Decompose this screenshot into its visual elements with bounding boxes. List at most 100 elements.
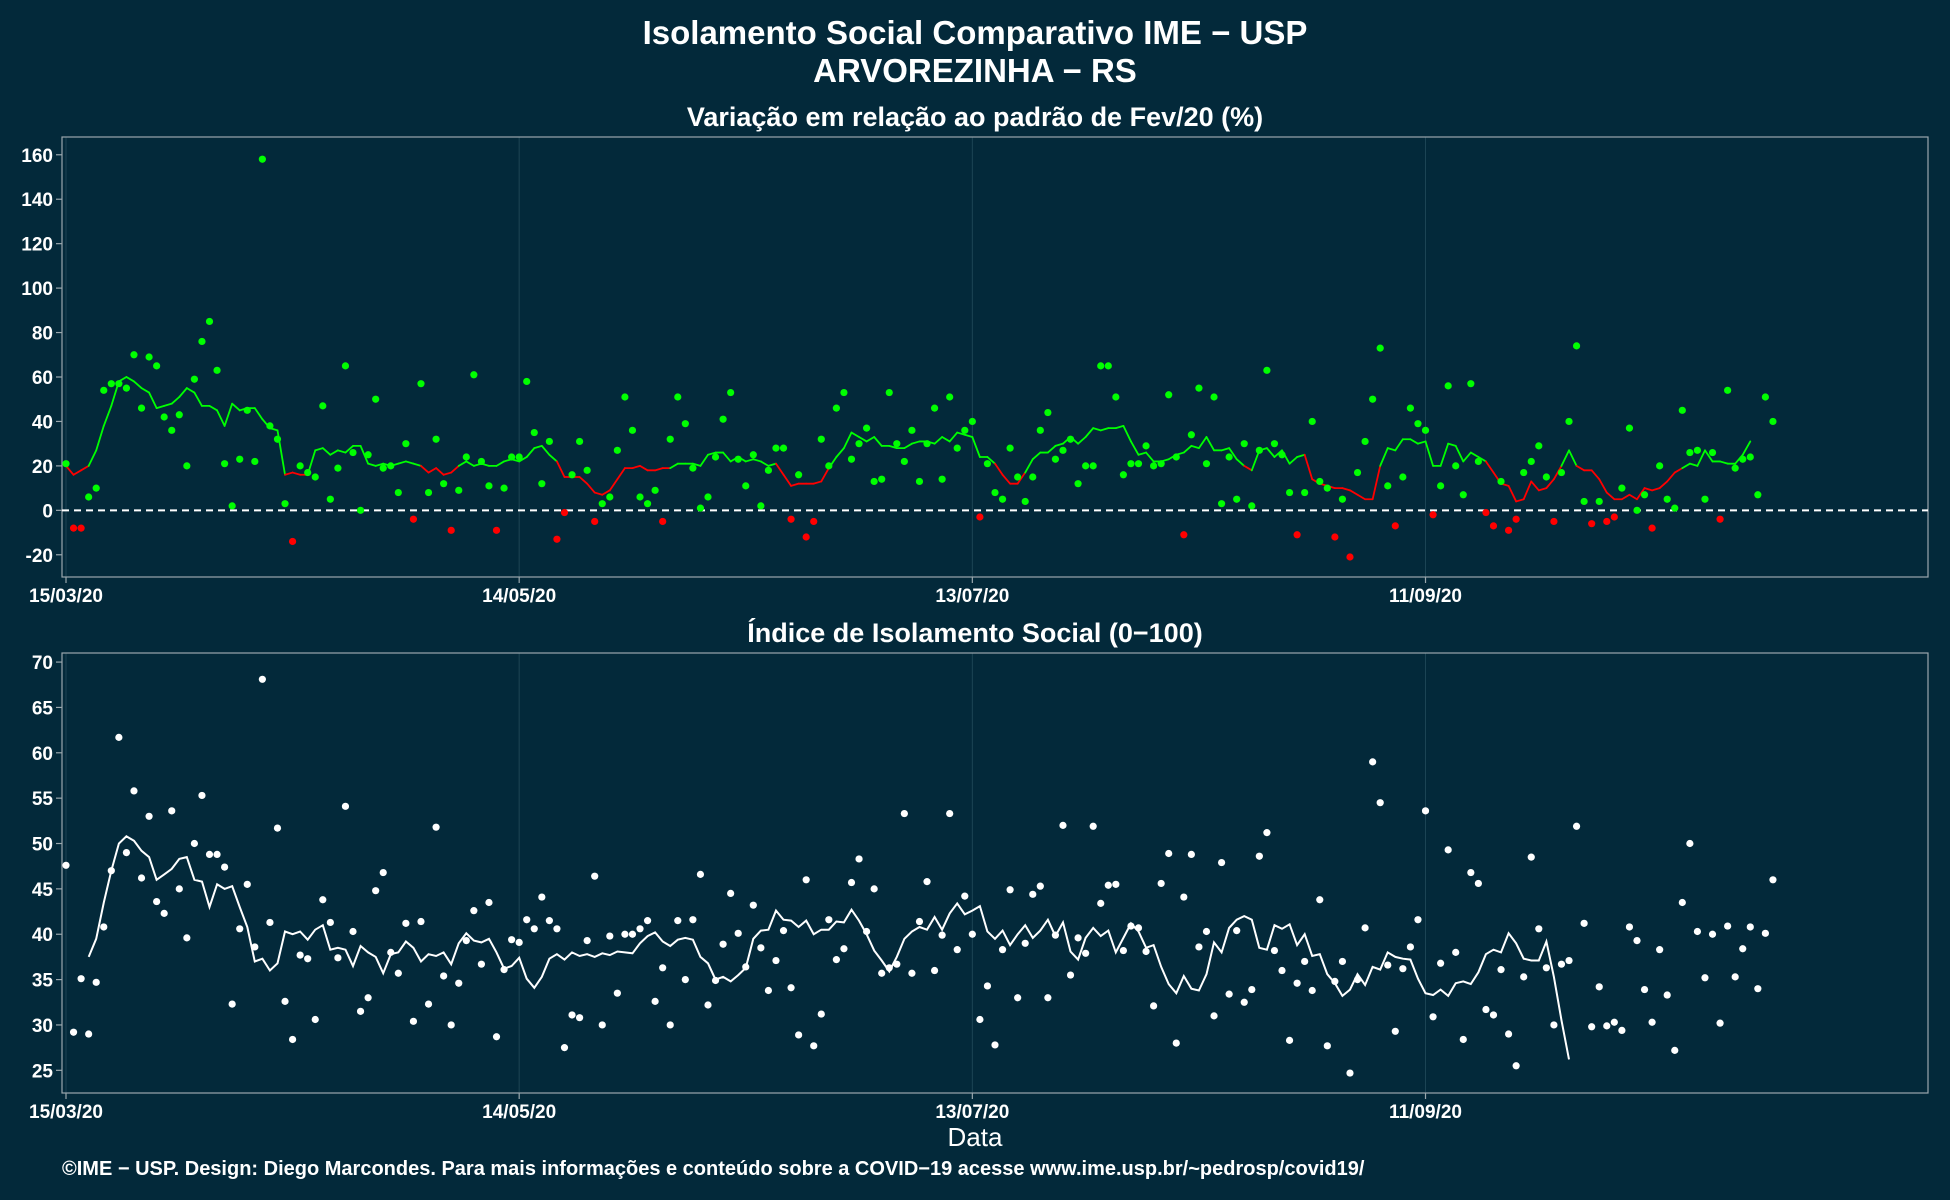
data-point — [470, 371, 478, 379]
moving-average-segment — [616, 467, 626, 481]
data-point — [1761, 393, 1769, 401]
data-point — [847, 455, 856, 463]
moving-average-segment — [216, 409, 226, 427]
data-point — [1308, 417, 1316, 426]
moving-average-segment — [253, 407, 264, 421]
data-point — [825, 462, 833, 470]
x-tick-label: 13/07/20 — [935, 586, 1009, 607]
data-point — [772, 444, 780, 452]
data-point — [674, 917, 682, 925]
data-point — [1693, 446, 1702, 454]
moving-average-segment — [1099, 427, 1110, 432]
data-point — [1625, 424, 1634, 432]
data-point — [500, 484, 508, 492]
moving-average-segment — [495, 460, 505, 467]
data-point — [621, 393, 629, 401]
data-point — [1459, 491, 1467, 499]
data-point — [1701, 495, 1709, 503]
moving-average-segment — [1515, 498, 1525, 503]
moving-average-segment — [80, 464, 90, 472]
moving-average-segment — [865, 436, 876, 443]
moving-average-segment — [1001, 473, 1012, 485]
moving-average-segment — [1016, 471, 1027, 485]
data-point — [440, 480, 448, 488]
data-point — [1217, 500, 1226, 508]
moving-average-segment — [427, 467, 437, 474]
data-point — [1504, 1030, 1513, 1038]
moving-average-segment — [1553, 464, 1563, 481]
data-point — [1580, 919, 1588, 927]
data-point — [583, 466, 591, 474]
data-point — [666, 435, 674, 443]
moving-average-segment — [193, 391, 203, 407]
data-point — [311, 473, 319, 481]
moving-average-segment — [782, 473, 792, 487]
data-point — [1361, 924, 1369, 932]
moving-average-segment — [631, 464, 641, 470]
data-point — [1293, 531, 1301, 539]
moving-average-segment — [133, 380, 143, 390]
data-point — [1150, 462, 1158, 470]
data-point — [847, 878, 856, 887]
moving-average-segment — [1349, 489, 1359, 496]
moving-average-segment — [1560, 449, 1570, 467]
data-point — [1421, 426, 1430, 434]
data-point — [432, 435, 440, 443]
moving-average-segment — [1182, 444, 1193, 454]
data-point — [1769, 876, 1777, 884]
data-point — [485, 898, 493, 907]
data-point — [341, 802, 350, 810]
data-point — [107, 867, 115, 875]
data-point — [832, 404, 840, 412]
data-point — [432, 823, 440, 831]
y-tick-label: 60 — [32, 368, 53, 389]
moving-average-segment — [321, 447, 332, 456]
x-tick-label: 13/07/20 — [935, 1102, 1009, 1123]
data-point — [606, 932, 614, 940]
data-point — [553, 535, 561, 543]
data-point — [832, 956, 840, 964]
data-point — [1693, 927, 1702, 936]
moving-average-segment — [1145, 451, 1155, 463]
data-point — [281, 997, 289, 1005]
data-point — [130, 351, 138, 359]
moving-average-segment — [1485, 460, 1495, 474]
data-point — [1172, 1039, 1180, 1047]
data-point — [1489, 1011, 1498, 1019]
data-point — [1580, 497, 1588, 506]
moving-average-segment — [95, 424, 105, 452]
data-point — [1036, 882, 1044, 890]
data-point — [991, 1041, 999, 1049]
data-point — [900, 457, 908, 466]
moving-average-segment — [1092, 427, 1102, 432]
data-point — [930, 404, 939, 412]
data-point — [1187, 850, 1195, 859]
y-tick-label: 40 — [32, 412, 53, 433]
moving-average-segment — [1477, 456, 1487, 463]
data-point — [802, 533, 810, 541]
data-point — [1512, 1062, 1520, 1070]
data-point — [364, 451, 372, 459]
moving-average-segment — [1537, 487, 1548, 492]
data-point — [1701, 974, 1709, 982]
data-point — [92, 484, 100, 492]
data-point — [1263, 829, 1271, 837]
moving-average-segment — [1137, 451, 1147, 456]
moving-average-segment — [102, 404, 113, 427]
data-point — [341, 362, 350, 370]
moving-average-segment — [1620, 493, 1631, 501]
data-point — [160, 413, 168, 421]
data-point — [553, 925, 561, 933]
data-point — [598, 1021, 606, 1029]
data-point — [1195, 384, 1203, 392]
data-point — [1648, 1018, 1656, 1026]
moving-average-segment — [578, 476, 589, 485]
panel-frame — [61, 652, 1929, 1094]
data-point — [817, 435, 825, 443]
data-point — [545, 917, 553, 925]
data-point — [1082, 462, 1090, 470]
y-tick-label: 120 — [21, 235, 53, 256]
x-tick-label: 11/09/20 — [1389, 586, 1462, 607]
data-point — [1285, 1036, 1294, 1044]
